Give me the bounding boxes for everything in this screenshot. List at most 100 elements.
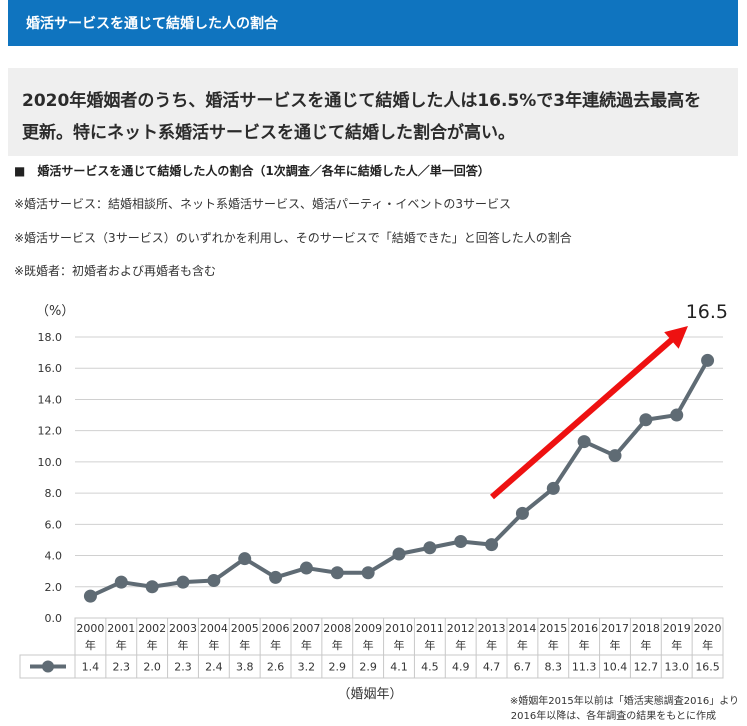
x-tick-suffix: 年 (178, 638, 189, 652)
x-tick-suffix: 年 (332, 638, 343, 652)
x-tick-suffix: 年 (116, 638, 127, 652)
data-point (639, 413, 653, 427)
headline-line-2: 更新。特にネット系婚活サービスを通じて結婚した割合が高い。 (22, 123, 515, 143)
chart-subheading: ■ 婚活サービスを通じて結婚した人の割合（1次調査／各年に結婚した人／単一回答） (14, 164, 490, 178)
x-tick-suffix: 年 (517, 638, 528, 652)
x-tick-suffix: 年 (301, 638, 312, 652)
section-banner: 婚活サービスを通じて結婚した人の割合 (8, 0, 738, 46)
trend-arrow-shaft (490, 333, 678, 500)
x-tick-suffix: 年 (455, 638, 466, 652)
x-tick-label: 2000 (76, 622, 104, 635)
data-label: 3.2 (298, 661, 316, 674)
data-point (392, 547, 406, 561)
x-tick-label: 2002 (138, 622, 166, 635)
y-tick-label: 4.0 (45, 550, 63, 563)
source-note-line-1: ※婚姻年2015年以前は「婚活実態調査2016」より (510, 694, 739, 707)
data-label: 8.3 (545, 661, 563, 674)
x-tick-suffix: 年 (548, 638, 559, 652)
data-point (546, 481, 560, 495)
data-point (330, 566, 344, 580)
x-tick-suffix: 年 (486, 638, 497, 652)
data-point (454, 535, 468, 549)
data-label: 3.8 (236, 661, 254, 674)
data-point (145, 580, 159, 594)
headline-line-1: 2020年婚姻者のうち、婚活サービスを通じて結婚した人は16.5%で3年連続過去… (22, 91, 702, 111)
data-point (299, 561, 313, 575)
x-tick-suffix: 年 (640, 638, 651, 652)
data-label: 10.4 (603, 661, 628, 674)
x-tick-suffix: 年 (85, 638, 96, 652)
x-tick-label: 2006 (262, 622, 290, 635)
series-line (89, 359, 710, 598)
y-tick-label: 14.0 (38, 393, 63, 406)
data-point (577, 435, 591, 449)
note-married: ※既婚者：初婚者および再婚者も含む (14, 264, 217, 278)
x-tick-label: 2007 (292, 622, 320, 635)
x-tick-label: 2003 (169, 622, 197, 635)
source-note-line-2: 2016年以降は、各年調査の結果をもとに作成 (511, 709, 716, 722)
trend-arrow-head (664, 326, 688, 349)
x-tick-label: 2008 (323, 622, 351, 635)
data-point (361, 566, 375, 580)
data-point (114, 575, 128, 589)
x-tick-label: 2014 (508, 622, 536, 635)
data-label: 2.3 (174, 661, 192, 674)
data-point (608, 449, 622, 463)
x-tick-suffix: 年 (702, 638, 713, 652)
x-tick-suffix: 年 (579, 638, 590, 652)
x-axis-label: （婚姻年） (337, 687, 402, 702)
note-definition: ※婚活サービス（3サービス）のいずれかを利用し、そのサービスで「結婚できた」と回… (14, 231, 572, 245)
y-axis-label: （%） (36, 304, 74, 319)
x-tick-label: 2013 (478, 622, 506, 635)
data-point (485, 538, 499, 552)
x-tick-label: 2016 (570, 622, 598, 635)
data-label: 2.9 (359, 661, 377, 674)
data-point (269, 570, 283, 584)
data-label: 2.3 (113, 661, 131, 674)
y-tick-label: 12.0 (38, 425, 63, 438)
x-tick-label: 2019 (663, 622, 691, 635)
data-point (701, 353, 715, 367)
data-point (176, 575, 190, 589)
y-tick-label: 0.0 (45, 612, 63, 625)
data-label: 4.1 (390, 661, 408, 674)
data-label: 4.5 (421, 661, 439, 674)
x-tick-suffix: 年 (208, 638, 219, 652)
note-services: ※婚活サービス：結婚相談所、ネット系婚活サービス、婚活パーティ・イベントの3サー… (14, 197, 511, 211)
x-tick-label: 2018 (632, 622, 660, 635)
x-tick-label: 2004 (200, 622, 228, 635)
legend-marker (42, 660, 54, 673)
data-label: 4.9 (452, 661, 470, 674)
x-tick-suffix: 年 (671, 638, 682, 652)
data-label: 2.6 (267, 661, 285, 674)
x-tick-suffix: 年 (363, 638, 374, 652)
y-tick-label: 18.0 (38, 331, 63, 344)
value-row-border (19, 654, 724, 679)
data-label: 16.5 (695, 661, 720, 674)
data-point (238, 552, 252, 566)
y-tick-label: 2.0 (45, 581, 63, 594)
headline-box: 2020年婚姻者のうち、婚活サービスを通じて結婚した人は16.5%で3年連続過去… (8, 68, 738, 156)
y-tick-label: 6.0 (45, 518, 63, 531)
data-label: 4.7 (483, 661, 501, 674)
data-label: 13.0 (664, 661, 689, 674)
x-tick-label: 2009 (354, 622, 382, 635)
x-tick-label: 2012 (447, 622, 475, 635)
x-tick-label: 2015 (539, 622, 567, 635)
data-label: 1.4 (82, 661, 100, 674)
y-tick-label: 10.0 (38, 456, 63, 469)
y-tick-label: 8.0 (45, 487, 63, 500)
data-label: 11.3 (572, 661, 597, 674)
x-tick-label: 2020 (694, 622, 722, 635)
x-tick-suffix: 年 (239, 638, 250, 652)
x-tick-suffix: 年 (610, 638, 621, 652)
x-tick-suffix: 年 (147, 638, 158, 652)
data-label: 6.7 (514, 661, 532, 674)
data-point (83, 589, 97, 603)
x-tick-suffix: 年 (424, 638, 435, 652)
x-tick-label: 2010 (385, 622, 413, 635)
x-tick-suffix: 年 (394, 638, 405, 652)
y-tick-label: 16.0 (38, 362, 63, 375)
data-label: 2.0 (143, 661, 161, 674)
